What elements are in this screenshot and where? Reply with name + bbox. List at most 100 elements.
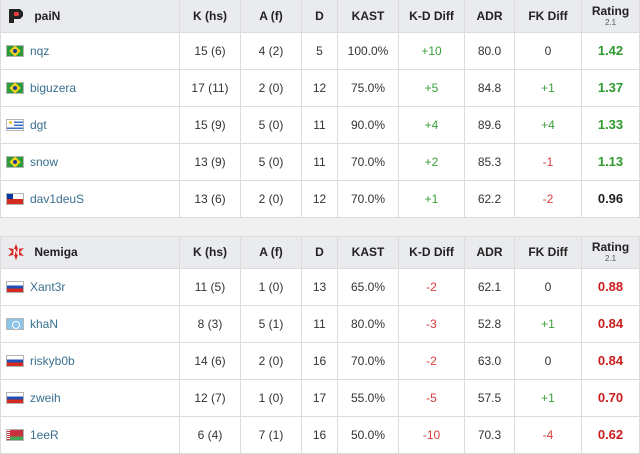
adr-cell: 70.3 bbox=[464, 416, 515, 454]
deaths-cell: 11 bbox=[301, 305, 338, 343]
table-row: khaN 8 (3) 5 (1) 11 80.0% -3 52.8 +1 0.84 bbox=[0, 305, 640, 343]
deaths-cell: 11 bbox=[301, 106, 338, 144]
team-stats-table: paiN K (hs) A (f) D KAST K-D Diff ADR FK… bbox=[0, 0, 640, 218]
kast-cell: 100.0% bbox=[337, 32, 399, 70]
team-name: Nemiga bbox=[34, 245, 78, 259]
assists-cell: 1 (0) bbox=[240, 379, 302, 417]
col-kills-header: K (hs) bbox=[179, 0, 241, 33]
country-flag-icon bbox=[6, 155, 24, 168]
pain-logo-icon bbox=[7, 7, 25, 25]
kills-cell: 15 (9) bbox=[179, 106, 241, 144]
player-cell: Xant3r bbox=[0, 268, 180, 306]
fk-diff-cell: 0 bbox=[514, 32, 582, 70]
col-adr-header: ADR bbox=[464, 235, 515, 269]
kast-cell: 80.0% bbox=[337, 305, 399, 343]
col-kast-header: KAST bbox=[337, 235, 399, 269]
player-name-link[interactable]: 1eeR bbox=[30, 427, 59, 442]
table-row: zweih 12 (7) 1 (0) 17 55.0% -5 57.5 +1 0.70 bbox=[0, 379, 640, 417]
table-header-row: Nemiga K (hs) A (f) D KAST K-D Diff ADR … bbox=[0, 235, 640, 269]
fk-diff-cell: -1 bbox=[514, 143, 582, 181]
kast-cell: 70.0% bbox=[337, 143, 399, 181]
player-cell: nqz bbox=[0, 32, 180, 70]
rating-cell: 1.42 bbox=[581, 32, 640, 70]
player-name-link[interactable]: dav1deuS bbox=[30, 191, 85, 206]
fk-diff-cell: 0 bbox=[514, 268, 582, 306]
adr-cell: 89.6 bbox=[464, 106, 515, 144]
country-flag-icon bbox=[6, 81, 24, 94]
kd-diff-cell: -3 bbox=[398, 305, 465, 343]
table-row: 1eeR 6 (4) 7 (1) 16 50.0% -10 70.3 -4 0.62 bbox=[0, 416, 640, 454]
rating-cell: 1.33 bbox=[581, 106, 640, 144]
team-0-rows: nqz 15 (6) 4 (2) 5 100.0% +10 80.0 0 1.42 biguzer… bbox=[0, 32, 640, 218]
team-name: paiN bbox=[34, 8, 61, 23]
kills-cell: 15 (6) bbox=[179, 32, 241, 70]
assists-cell: 5 (0) bbox=[240, 106, 302, 144]
player-name-link[interactable]: zweih bbox=[30, 390, 61, 405]
team-header[interactable]: paiN bbox=[0, 0, 180, 33]
player-cell: riskyb0b bbox=[0, 342, 180, 380]
player-name-link[interactable]: Xant3r bbox=[30, 279, 66, 294]
deaths-cell: 12 bbox=[301, 69, 338, 107]
adr-cell: 63.0 bbox=[464, 342, 515, 380]
kast-cell: 75.0% bbox=[337, 69, 399, 107]
fk-diff-cell: +1 bbox=[514, 379, 582, 417]
adr-cell: 62.2 bbox=[464, 180, 515, 218]
assists-cell: 5 (1) bbox=[240, 305, 302, 343]
kd-diff-cell: +4 bbox=[398, 106, 465, 144]
rating-label: Rating bbox=[591, 240, 630, 254]
kd-diff-cell: -2 bbox=[398, 268, 465, 306]
rating-cell: 0.62 bbox=[581, 416, 640, 454]
kills-cell: 13 (6) bbox=[179, 180, 241, 218]
col-kills-header: K (hs) bbox=[179, 235, 241, 269]
player-name-link[interactable]: biguzera bbox=[30, 80, 77, 95]
nemiga-logo-icon bbox=[7, 243, 25, 261]
team-header[interactable]: Nemiga bbox=[0, 235, 180, 269]
adr-cell: 52.8 bbox=[464, 305, 515, 343]
fk-diff-cell: +1 bbox=[514, 305, 582, 343]
country-flag-icon bbox=[6, 280, 24, 293]
section-divider bbox=[0, 217, 640, 236]
kills-cell: 6 (4) bbox=[179, 416, 241, 454]
country-flag-icon bbox=[6, 317, 24, 330]
rating-label: Rating bbox=[591, 3, 630, 18]
col-adr-header: ADR bbox=[464, 0, 515, 33]
table-row: biguzera 17 (11) 2 (0) 12 75.0% +5 84.8 +1 1.37 bbox=[0, 69, 640, 107]
player-cell: khaN bbox=[0, 305, 180, 343]
rating-cell: 0.88 bbox=[581, 268, 640, 306]
kast-cell: 50.0% bbox=[337, 416, 399, 454]
adr-cell: 62.1 bbox=[464, 268, 515, 306]
kills-cell: 8 (3) bbox=[179, 305, 241, 343]
kast-cell: 70.0% bbox=[337, 180, 399, 218]
player-name-link[interactable]: snow bbox=[30, 154, 59, 169]
table-row: dgt 15 (9) 5 (0) 11 90.0% +4 89.6 +4 1.33 bbox=[0, 106, 640, 144]
player-name-link[interactable]: nqz bbox=[30, 43, 50, 58]
adr-cell: 84.8 bbox=[464, 69, 515, 107]
deaths-cell: 16 bbox=[301, 342, 338, 380]
kills-cell: 11 (5) bbox=[179, 268, 241, 306]
assists-cell: 5 (0) bbox=[240, 143, 302, 181]
rating-version: 2.1 bbox=[604, 17, 617, 27]
player-cell: dav1deuS bbox=[0, 180, 180, 218]
player-name-link[interactable]: dgt bbox=[30, 117, 47, 132]
fk-diff-cell: +1 bbox=[514, 69, 582, 107]
kd-diff-cell: -10 bbox=[398, 416, 465, 454]
col-kast-header: KAST bbox=[337, 0, 399, 33]
col-rating-header: Rating 2.1 bbox=[581, 235, 640, 269]
country-flag-icon bbox=[6, 354, 24, 367]
table-row: dav1deuS 13 (6) 2 (0) 12 70.0% +1 62.2 -2 0.96 bbox=[0, 180, 640, 218]
table-row: snow 13 (9) 5 (0) 11 70.0% +2 85.3 -1 1.13 bbox=[0, 143, 640, 181]
kast-cell: 65.0% bbox=[337, 268, 399, 306]
deaths-cell: 12 bbox=[301, 180, 338, 218]
deaths-cell: 17 bbox=[301, 379, 338, 417]
adr-cell: 57.5 bbox=[464, 379, 515, 417]
rating-cell: 0.84 bbox=[581, 342, 640, 380]
player-cell: biguzera bbox=[0, 69, 180, 107]
country-flag-icon bbox=[6, 192, 24, 205]
player-name-link[interactable]: khaN bbox=[30, 316, 59, 331]
player-name-link[interactable]: riskyb0b bbox=[30, 353, 75, 368]
col-assists-header: A (f) bbox=[240, 235, 302, 269]
assists-cell: 2 (0) bbox=[240, 69, 302, 107]
assists-cell: 1 (0) bbox=[240, 268, 302, 306]
col-fk-diff-header: FK Diff bbox=[514, 235, 582, 269]
